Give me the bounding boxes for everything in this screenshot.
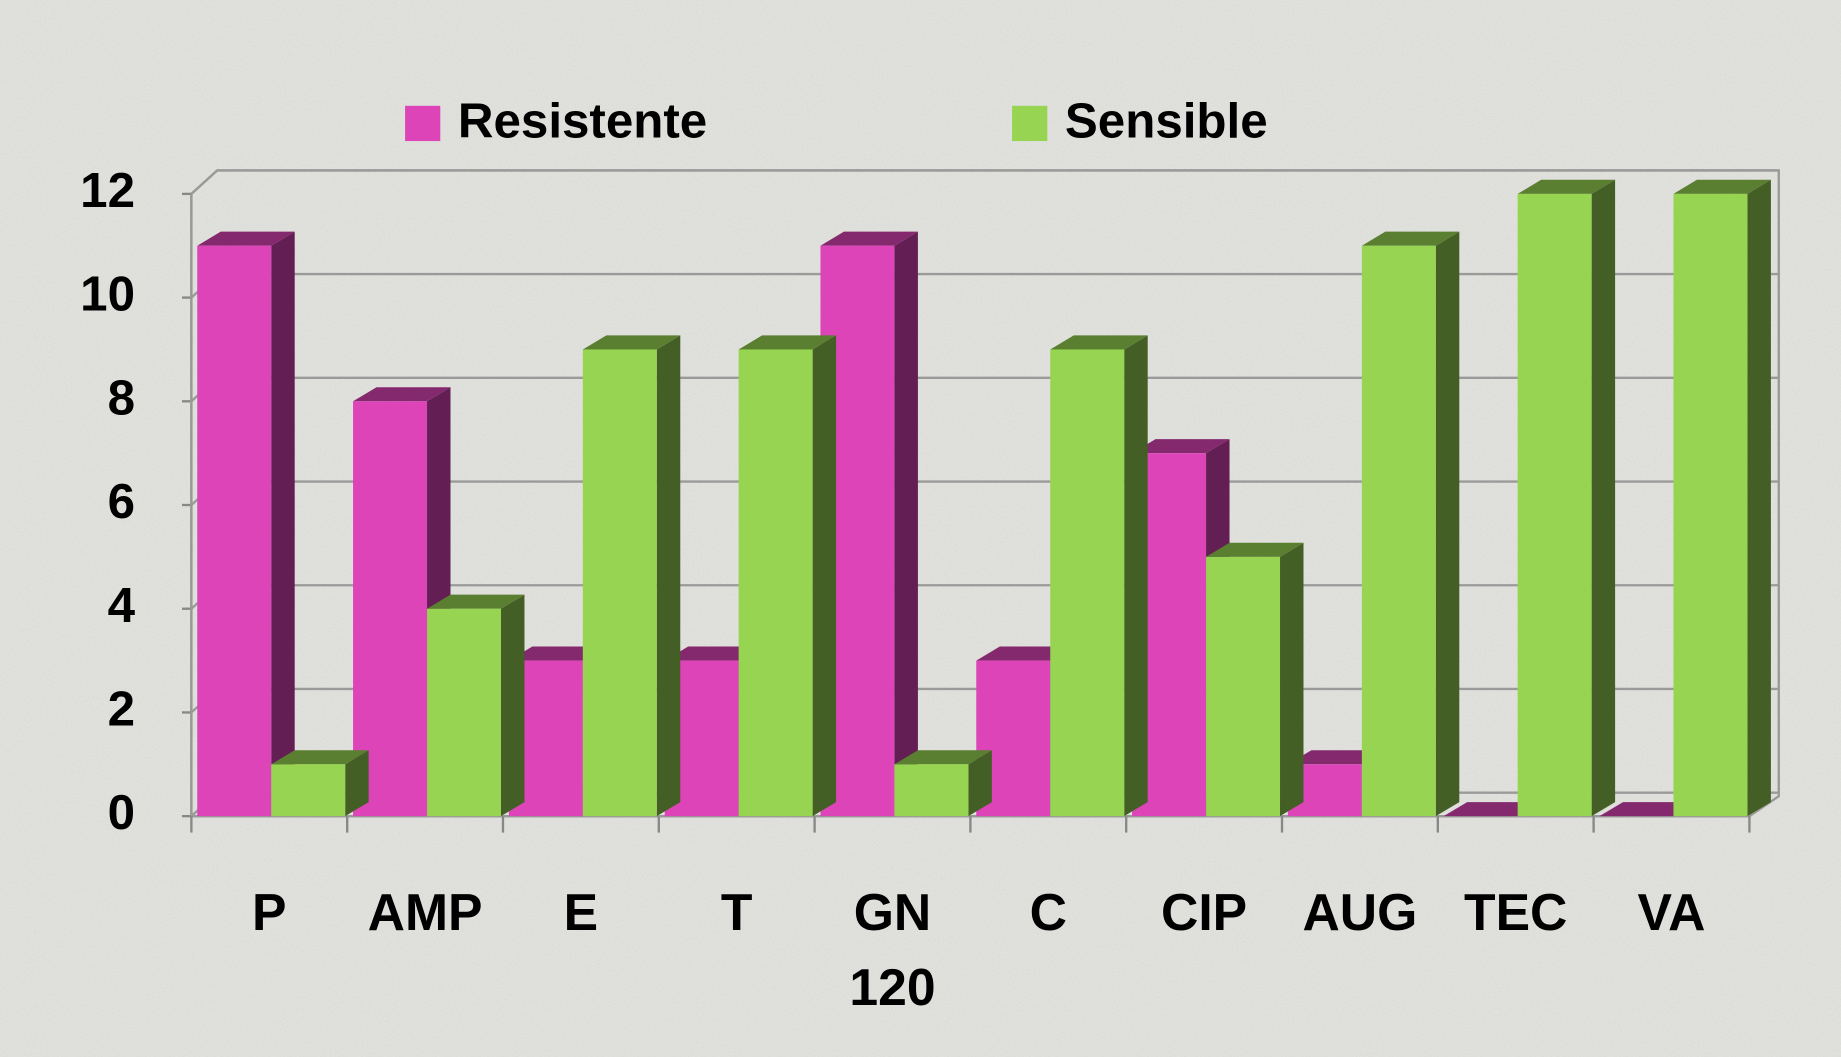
bar-top [976,646,1074,661]
x-tick-label: E [563,884,599,942]
x-tick-label-box: CIP [1161,884,1248,942]
x-tick-label: AUG [1302,884,1418,942]
y-tick-label: 8 [108,370,135,425]
bar-front [582,349,657,817]
bar-side [968,750,992,817]
bar-side [812,335,837,817]
x-tick-label-box: TEC [1464,884,1568,942]
bar-top [1287,750,1386,765]
bar [738,335,837,817]
bar-top [1599,802,1697,817]
bar-front [1517,193,1592,817]
bar-top [1517,179,1616,194]
bar-top [1206,542,1304,557]
bar-side [1435,231,1460,817]
x-tick-label-box: T [720,884,753,942]
x-tick-label-box: AMP [367,884,483,942]
bar-side [271,231,295,817]
bar-front [738,349,813,817]
x-tick-label-box: C [1029,884,1067,942]
bar-top [1361,231,1460,246]
y-tick-label: 2 [108,681,135,736]
bar-top [427,594,525,609]
bar [1517,179,1616,817]
bar-side [1591,179,1616,817]
bar-top [1132,439,1230,454]
x-tick-label-box: VA [1637,884,1706,942]
x-tick-label: C [1029,884,1067,942]
bar [271,750,369,817]
bar-side [345,750,369,817]
bar [1673,179,1771,817]
bar-front [1361,245,1436,817]
x-tick-label: VA [1637,884,1706,942]
bar-top [353,387,451,402]
bar [582,335,681,817]
bar [1599,802,1697,817]
bar-front [197,245,272,817]
bar [1361,231,1460,817]
bar-top [508,646,607,661]
y-tick-label: 6 [108,474,135,529]
bar-top [738,335,837,350]
bar-front [894,764,969,817]
bar-side [656,335,681,817]
grid-line [190,169,1779,195]
bar [1443,802,1542,817]
legend-swatch [405,105,441,142]
legend-swatch [1012,105,1048,142]
bar-side [500,594,525,817]
bar-top [271,750,369,765]
bar-front [1050,349,1125,817]
bar-side [894,231,918,817]
bar [427,594,525,817]
x-tick-label: AMP [367,884,483,942]
bar-top [820,231,918,246]
bar [894,750,992,817]
bar [1206,542,1304,817]
legend-label: Resistente [458,94,707,149]
x-tick-label: GN 120 [849,884,936,1017]
y-tick-label: 10 [80,267,135,322]
bar-side [1747,179,1771,817]
bar-front [353,401,428,817]
bar-top [197,231,295,246]
x-tick-label: T [720,884,753,942]
bar-front [1673,193,1748,817]
bar-front [427,608,501,817]
y-tick-label: 4 [108,578,136,633]
bar-top [664,646,763,661]
x-tick-label: CIP [1161,884,1248,942]
bar-top [894,750,992,765]
x-tick-label: P [252,884,287,942]
bar [197,231,295,817]
x-tick-label-box: E [563,884,599,942]
x-tick-label-box: P [252,884,287,942]
bar-top [1443,802,1542,817]
x-tick-label-box: AUG [1302,884,1418,942]
bar-front [1206,556,1281,817]
bar [1050,335,1148,817]
bar-side [1124,335,1148,817]
x-tick-label: TEC [1464,884,1568,942]
x-tick-label-box: GN 120 [849,884,936,1017]
bar-top [582,335,681,350]
bar-top [1050,335,1148,350]
legend-label: Sensible [1065,94,1268,149]
bar-front [271,764,346,817]
bar-side [1280,542,1304,817]
y-tick-label: 12 [80,163,135,218]
y-tick-label: 0 [108,785,135,840]
bar-top [1673,179,1771,194]
bar [353,387,451,817]
